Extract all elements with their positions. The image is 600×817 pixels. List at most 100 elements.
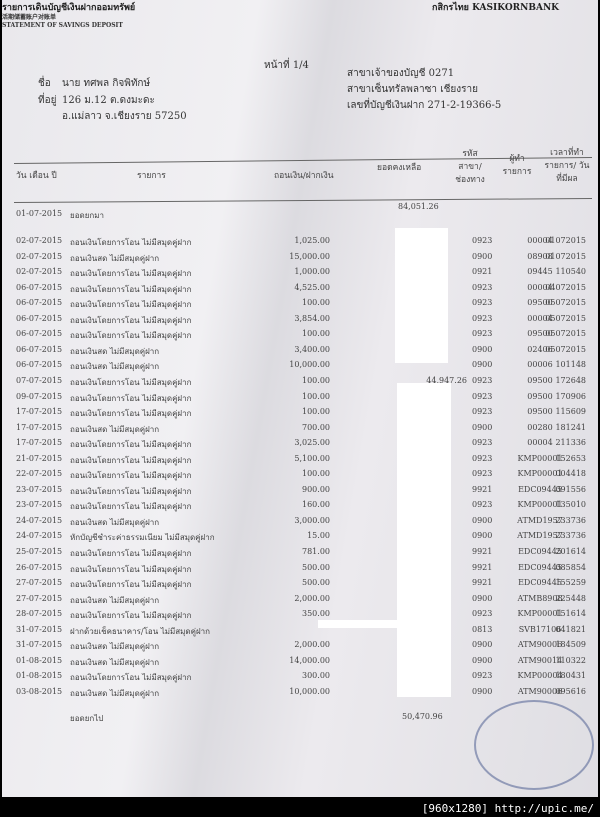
cell-branch: 0923	[472, 453, 493, 463]
cell-time: 180431	[555, 671, 586, 681]
cell-time: 201614	[555, 547, 586, 556]
cell-amount: 500.00	[302, 562, 330, 572]
cell-time: 155259	[555, 578, 586, 588]
cell-date: 24-07-2015	[16, 515, 63, 525]
cell-date: 17-07-2015	[16, 422, 63, 432]
cell-time: 110540	[555, 267, 586, 277]
cell-user: KMP00001	[517, 609, 563, 619]
cell-user: 00006	[527, 360, 553, 370]
cell-date: 17-07-2015	[16, 407, 63, 417]
opening-balance: 84,051.26	[398, 202, 439, 211]
cell-description: ถอนเงินโดยการโอน ไม่มีสมุดคู่ฝาก	[70, 455, 192, 465]
table-row: 23-07-2015 ถอนเงินโดยการโอน ไม่มีสมุดคู่ฝ…	[2, 500, 598, 515]
cell-description: ถอนเงินโดยการโอน ไม่มีสมุดคู่ฝาก	[70, 502, 192, 512]
cell-date: 21-07-2015	[16, 453, 63, 463]
cell-user: 09500	[527, 407, 553, 417]
table-row: 31-07-2015 ฝากด้วยเช็คธนาคาร/โอน ไม่มีสมุ…	[2, 625, 598, 640]
cell-branch: 9921	[472, 484, 493, 494]
table-row: 26-07-2015 ถอนเงินโดยการโอน ไม่มีสมุดคู่ฝ…	[2, 563, 598, 578]
cell-time: 101148	[555, 360, 586, 370]
cell-description: ถอนเงินโดยการโอน ไม่มีสมุดคู่ฝาก	[70, 377, 192, 387]
cell-amount: 300.00	[302, 671, 330, 681]
cell-user: ATMD1957	[517, 515, 563, 525]
table-row: 09-07-2015 ถอนเงินโดยการโอน ไม่มีสมุดคู่ฝ…	[2, 392, 598, 407]
branch-name: สาขาเซ็นทรัลพลาซา เชียงราย	[347, 84, 479, 95]
closing-balance: 50,470.96	[402, 712, 443, 721]
cell-date: 02-07-2015	[16, 236, 63, 245]
cell-balance: 44,947.26	[426, 375, 467, 385]
cell-user: KMP00001	[517, 469, 563, 479]
cell-branch: 0900	[472, 515, 493, 525]
address-label: ที่อยู่	[38, 95, 57, 106]
table-row: 03-08-2015 ถอนเงินสด ไม่มีสมุดคู่ฝาก 10,00…	[2, 687, 598, 702]
cell-description: ถอนเงินสด ไม่มีสมุดคู่ฝาก	[70, 657, 160, 667]
address-line-1: 126 ม.12 ต.ดงมะดะ	[62, 95, 155, 106]
col-balance: ยอดคงเหลือ	[377, 163, 422, 173]
cell-amount: 781.00	[302, 547, 330, 556]
cell-time: 05072015	[545, 298, 586, 308]
cell-amount: 100.00	[302, 375, 330, 385]
cell-amount: 14,000.00	[289, 655, 330, 665]
table-row: 06-07-2015 ถอนเงินโดยการโอน ไม่มีสมุดคู่ฝ…	[2, 283, 598, 298]
cell-description: ถอนเงินสด ไม่มีสมุดคู่ฝาก	[70, 517, 160, 527]
cell-date: 17-07-2015	[16, 438, 63, 448]
cell-time: 170906	[555, 391, 586, 401]
cell-user: 08908	[527, 251, 553, 261]
cell-branch: 0923	[472, 282, 493, 292]
cell-date: 06-07-2015	[16, 360, 63, 370]
cell-description: ถอนเงินโดยการโอน ไม่มีสมุดคู่ฝาก	[70, 486, 192, 496]
table-row: 25-07-2015 ถอนเงินโดยการโอน ไม่มีสมุดคู่ฝ…	[2, 547, 598, 562]
opening-label: ยอดยกมา	[70, 211, 104, 220]
cell-description: ถอนเงินโดยการโอน ไม่มีสมุดคู่ฝาก	[70, 393, 192, 403]
cell-time: 041821	[555, 624, 586, 634]
cell-description: ถอนเงินโดยการโอน ไม่มีสมุดคู่ฝาก	[70, 673, 192, 683]
table-row: 17-07-2015 ถอนเงินสด ไม่มีสมุดคู่ฝาก 700.0…	[2, 423, 598, 438]
cell-time: 05072015	[545, 344, 586, 354]
account-number: เลขที่บัญชีเงินฝาก 271-2-19366-5	[347, 100, 502, 111]
cell-amount: 4,525.00	[294, 282, 330, 292]
cell-branch: 0923	[472, 375, 493, 385]
table-row: 02-07-2015 ถอนเงินสด ไม่มีสมุดคู่ฝาก 15,00…	[2, 252, 598, 267]
table-row: 24-07-2015 หักบัญชีชำระค่าธรรมเนียม ไม่มี…	[2, 531, 598, 546]
cell-time: 135010	[555, 500, 586, 510]
statement-title-en: STATEMENT OF SAVINGS DEPOSIT	[2, 22, 123, 29]
branch-owner: สาขาเจ้าของบัญชี 0271	[347, 68, 455, 79]
cell-branch: 0923	[472, 500, 493, 510]
cell-amount: 10,000.00	[289, 360, 330, 370]
opening-date: 01-07-2015	[16, 209, 63, 218]
table-row: 31-07-2015 ถอนเงินสด ไม่มีสมุดคู่ฝาก 2,000…	[2, 640, 598, 655]
table-row: 27-07-2015 ถอนเงินโดยการโอน ไม่มีสมุดคู่ฝ…	[2, 578, 598, 593]
cell-date: 02-07-2015	[16, 251, 63, 261]
cell-date: 26-07-2015	[16, 562, 63, 572]
cell-amount: 350.00	[302, 609, 330, 619]
cell-date: 06-07-2015	[16, 282, 63, 292]
redaction-block	[318, 620, 398, 628]
cell-user: 00004	[527, 438, 553, 448]
cell-branch: 0900	[472, 531, 493, 541]
cell-user: 09500	[527, 329, 553, 339]
statement-title-cn: 活期储蓄账户对账单	[2, 14, 57, 21]
cell-description: ถอนเงินโดยการโอน ไม่มีสมุดคู่ฝาก	[70, 564, 192, 574]
redaction-block	[395, 228, 448, 363]
cell-description: ถอนเงินโดยการโอน ไม่มีสมุดคู่ฝาก	[70, 315, 192, 325]
cell-time: 172648	[555, 375, 586, 385]
table-row: 27-07-2015 ถอนเงินสด ไม่มีสมุดคู่ฝาก 2,000…	[2, 594, 598, 609]
cell-amount: 100.00	[302, 407, 330, 417]
cell-description: ถอนเงินโดยการโอน ไม่มีสมุดคู่ฝาก	[70, 471, 192, 481]
table-row: 06-07-2015 ถอนเงินโดยการโอน ไม่มีสมุดคู่ฝ…	[2, 314, 598, 329]
cell-branch: 0923	[472, 469, 493, 479]
col-user: ผู้ทำ รายการ	[502, 154, 532, 177]
cell-user: KMP00004	[517, 671, 563, 681]
col-amount: ถอนเงิน/ฝากเงิน	[274, 171, 334, 181]
cell-branch: 0923	[472, 236, 493, 245]
cell-description: ถอนเงินโดยการโอน ไม่มีสมุดคู่ฝาก	[70, 409, 192, 419]
cell-description: หักบัญชีชำระค่าธรรมเนียม ไม่มีสมุดคู่ฝาก	[70, 533, 215, 543]
cell-branch: 0923	[472, 671, 493, 681]
customer-name: นาย ทศพล กิจพิทักษ์	[62, 78, 151, 89]
cell-date: 31-07-2015	[16, 640, 63, 650]
cell-user: EDC09445	[518, 484, 562, 494]
cell-user: EDC09445	[518, 547, 562, 556]
cell-branch: 0923	[472, 609, 493, 619]
cell-description: ถอนเงินสด ไม่มีสมุดคู่ฝาก	[70, 346, 160, 356]
cell-time: 151614	[555, 609, 586, 619]
